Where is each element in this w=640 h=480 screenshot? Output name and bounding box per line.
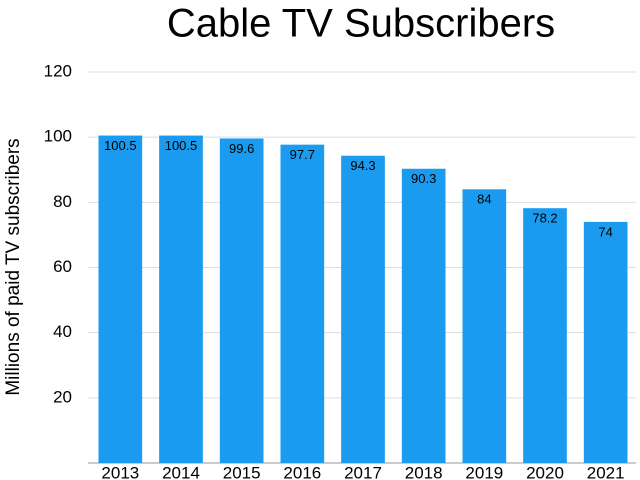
value-label: 90.3 [411,171,436,186]
bar [401,168,446,463]
value-label: 100.5 [165,138,198,153]
chart-title: Cable TV Subscribers [167,2,555,46]
bar [98,135,143,463]
value-label: 100.5 [104,138,137,153]
value-label: 84 [477,192,491,207]
y-tick-label: 60 [53,257,72,276]
bar [159,135,203,463]
y-tick-label: 40 [53,322,72,341]
y-axis-label: Millions of paid TV subscribers [3,138,24,395]
bar [583,221,628,463]
value-label: 99.6 [229,141,254,156]
y-tick-label: 120 [44,61,72,80]
x-tick-label: 2019 [465,463,503,480]
bar [462,189,507,464]
y-tick-label: 100 [44,127,72,146]
x-tick-label: 2015 [223,463,261,480]
x-tick-label: 2017 [344,463,382,480]
x-tick-label: 2016 [283,463,321,480]
x-tick-label: 2013 [101,463,139,480]
bar [280,144,325,463]
x-tick-label: 2021 [587,463,625,480]
x-tick-label: 2018 [405,463,443,480]
value-label: 94.3 [350,158,375,173]
y-tick-label: 80 [53,192,72,211]
value-label: 78.2 [532,211,557,226]
x-tick-label: 2014 [162,463,200,480]
y-tick-label: 20 [53,387,72,406]
x-tick-label: 2020 [526,463,564,480]
bar [219,138,264,463]
value-label: 97.7 [290,147,315,162]
value-label: 74 [598,224,612,239]
bar [341,155,385,463]
bar [523,208,567,463]
